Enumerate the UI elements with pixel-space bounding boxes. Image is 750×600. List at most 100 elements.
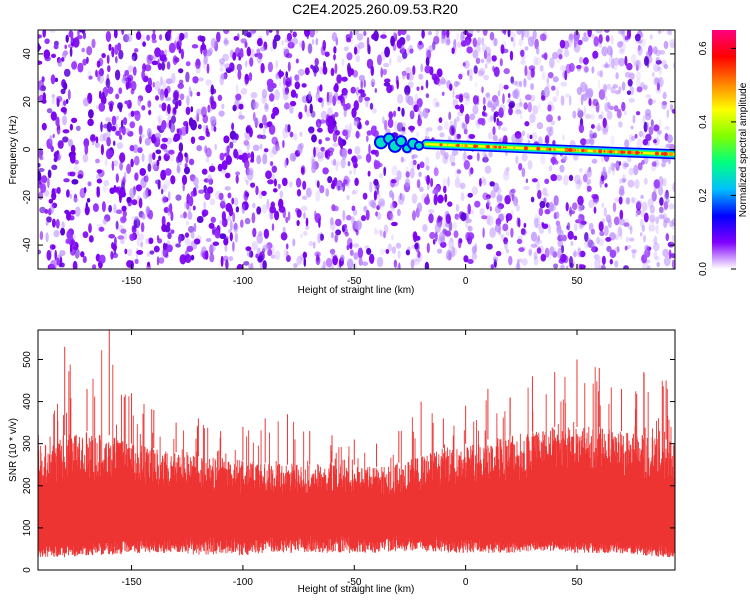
spectrogram-speckle <box>555 197 559 206</box>
spectrogram-speckle <box>105 31 111 42</box>
spectrogram-speckle <box>530 34 535 45</box>
spectrogram-speckle <box>565 265 569 269</box>
spectrogram-speckle <box>188 86 192 97</box>
spectrogram-speckle <box>260 62 265 74</box>
spectrogram-speckle <box>503 168 510 176</box>
spectrogram-speckle <box>51 94 55 98</box>
spectrogram-speckle <box>153 245 160 253</box>
spectrogram-speckle <box>548 224 551 235</box>
spectrogram-speckle <box>177 151 183 163</box>
spectrogram-speckle <box>315 38 319 46</box>
spectrogram-speckle <box>163 153 170 162</box>
spectrogram-speckle <box>224 243 228 252</box>
spectrogram-speckle <box>637 45 643 56</box>
spectrogram-speckle <box>82 256 87 263</box>
spectrogram-speckle <box>306 187 312 198</box>
spectrogram-speckle <box>209 244 214 255</box>
spectrogram-speckle <box>315 190 321 202</box>
spectrogram-speckle <box>662 91 667 100</box>
spectrogram-speckle <box>330 231 334 239</box>
spectrogram-speckle <box>290 30 293 34</box>
spectrogram-speckle <box>598 114 603 120</box>
spectrogram-speckle <box>645 112 652 121</box>
spectrogram-speckle <box>422 224 428 232</box>
spectrogram-speckle <box>190 90 193 97</box>
spectrogram-speckle <box>439 231 445 243</box>
spectrogram-speckle <box>652 46 658 55</box>
spectrogram-speckle <box>484 63 488 69</box>
spectrogram-speckle <box>668 220 675 227</box>
spectrogram-speckle <box>614 260 619 268</box>
spectrogram-speckle <box>288 181 293 188</box>
spectrogram-speckle <box>115 130 121 136</box>
spectrogram-speckle <box>397 94 404 104</box>
spectrogram-speckle <box>270 254 276 259</box>
spectrogram-speckle <box>588 199 595 209</box>
spectrogram-speckle <box>355 228 359 236</box>
spectrogram-speckle <box>205 238 212 242</box>
spectrogram-speckle <box>206 49 212 57</box>
spectrogram-speckle <box>437 125 443 131</box>
spectrogram-speckle <box>643 177 648 185</box>
spectrogram-speckle <box>103 180 110 187</box>
spectrogram-speckle <box>341 58 345 67</box>
spectrogram-speckle <box>570 241 574 246</box>
spectrogram-speckle <box>333 111 339 118</box>
spectrogram-speckle <box>606 110 613 120</box>
spectrogram-speckle <box>402 71 406 80</box>
spectrogram-speckle <box>134 258 139 265</box>
spectrogram-speckle <box>606 45 613 56</box>
spectrogram-speckle <box>197 124 202 130</box>
spectrogram-speckle <box>456 81 461 86</box>
spectrogram-speckle <box>48 264 56 269</box>
spectrogram-speckle <box>389 213 394 222</box>
spectrogram-speckle <box>585 84 588 95</box>
spectrogram-speckle <box>421 30 425 39</box>
spectrogram-speckle <box>560 245 565 254</box>
spectrogram-speckle <box>426 127 433 132</box>
spectrogram-speckle <box>591 246 598 253</box>
spectrogram-speckle <box>619 41 626 53</box>
spectrogram-speckle <box>223 238 229 246</box>
spectrogram-speckle <box>655 216 660 224</box>
spectrogram-speckle <box>389 57 392 66</box>
spectrogram-speckle <box>311 163 317 174</box>
spectrogram-speckle <box>422 107 429 119</box>
spectrogram-speckle <box>315 38 319 46</box>
spectrogram-speckle <box>244 79 248 87</box>
spectrogram-speckle <box>250 92 258 99</box>
spectrogram-speckle <box>353 162 358 169</box>
spectrogram-speckle <box>604 63 611 68</box>
spectrogram-speckle <box>103 132 108 142</box>
spectrogram-speckle <box>639 232 643 237</box>
spectrogram-speckle <box>285 53 293 59</box>
spectrogram-speckle <box>596 236 600 245</box>
spectrogram-speckle <box>355 87 360 96</box>
spectrogram-speckle <box>615 160 620 171</box>
spectrogram-speckle <box>435 30 439 38</box>
spectrogram-speckle <box>372 202 377 209</box>
spectrogram-speckle <box>145 174 149 183</box>
spectrogram-speckle <box>573 249 577 258</box>
spectrogram-speckle <box>628 225 633 231</box>
spectrogram-speckle <box>147 163 152 172</box>
spectrogram-speckle <box>246 169 254 181</box>
spectrogram-speckle <box>327 176 333 184</box>
spectrogram-speckle <box>317 122 321 127</box>
spectrogram-speckle <box>296 220 300 226</box>
spectrogram-speckle <box>57 254 62 259</box>
spectrogram-speckle <box>162 196 169 203</box>
spectrogram-speckle <box>627 179 635 188</box>
spectrogram-speckle <box>498 224 502 236</box>
spectrogram-speckle <box>62 51 67 59</box>
spectrogram-speckle <box>123 171 127 180</box>
spectrogram-speckle <box>410 167 415 179</box>
spectrogram-speckle <box>38 163 41 168</box>
spectrogram-speckle <box>229 141 234 149</box>
spectrogram-speckle <box>658 176 664 187</box>
spectrogram-speckle <box>456 116 460 122</box>
spectrogram-speckle <box>583 32 587 37</box>
spectrogram-speckle <box>492 134 498 142</box>
spectrogram-speckle <box>137 95 144 102</box>
spectrogram-speckle <box>158 257 165 264</box>
